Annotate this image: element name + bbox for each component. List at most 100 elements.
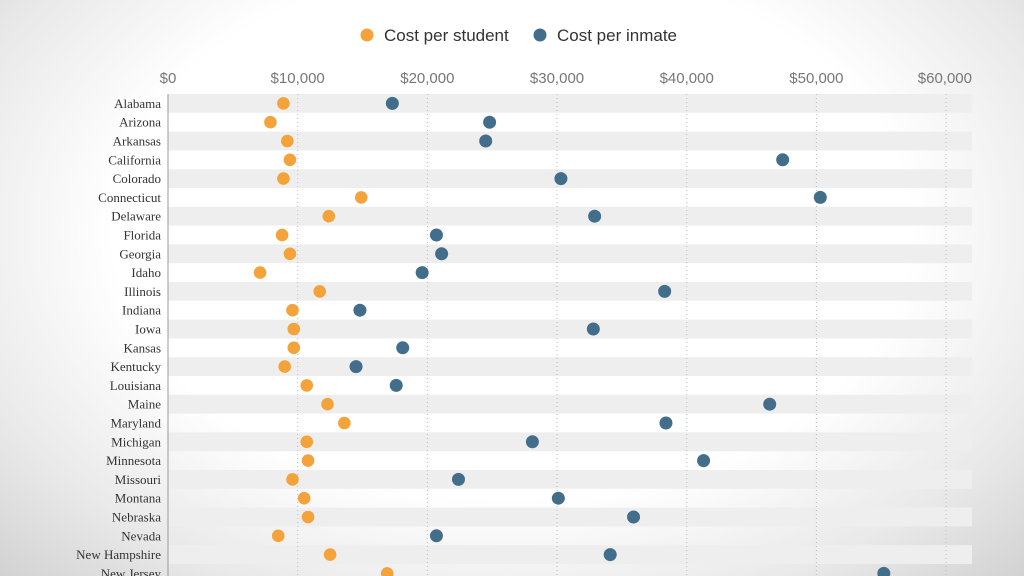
row-band (168, 244, 972, 264)
inmate-cost-point (479, 134, 493, 148)
inmate-cost-point (776, 153, 790, 167)
x-tick-label: $30,000 (530, 70, 584, 87)
inmate-cost-point (763, 397, 777, 411)
student-cost-point (323, 548, 337, 561)
student-cost-point (283, 247, 297, 261)
inmate-cost-point (877, 566, 891, 576)
student-cost-point (277, 172, 290, 185)
student-cost-point (264, 115, 277, 129)
y-tick-label: Michigan (111, 434, 161, 449)
inmate-cost-point (658, 284, 672, 298)
legend-swatch-1 (533, 28, 547, 42)
row-band (168, 432, 972, 452)
student-cost-point (338, 416, 351, 430)
student-cost-point (281, 134, 294, 148)
inmate-cost-point (659, 416, 673, 430)
x-tick-label: $50,000 (789, 70, 843, 87)
y-tick-label: Arkansas (113, 134, 161, 149)
y-tick-label: Florida (123, 228, 161, 243)
inmate-cost-point (554, 172, 568, 186)
student-cost-point (253, 266, 267, 279)
inmate-cost-point (415, 266, 429, 280)
row-band (168, 319, 972, 339)
x-tick-label: $20,000 (400, 70, 454, 87)
y-tick-label: Connecticut (98, 190, 161, 205)
y-tick-label: Maryland (110, 416, 161, 431)
y-tick-label: Kentucky (110, 359, 161, 374)
student-cost-point (287, 322, 301, 336)
inmate-cost-point (451, 472, 465, 486)
y-tick-label: Indiana (122, 303, 161, 318)
inmate-cost-point (525, 435, 539, 449)
inmate-cost-point (483, 115, 497, 129)
legend-label-0: Cost per student (384, 26, 509, 45)
row-band (168, 507, 972, 527)
y-tick-label: Alabama (114, 96, 161, 111)
y-tick-label: Nevada (121, 528, 161, 543)
y-tick-label: New Hampshire (76, 547, 161, 562)
inmate-cost-point (429, 529, 443, 543)
inmate-cost-point (385, 96, 399, 110)
row-band (168, 357, 972, 376)
data-points (253, 96, 891, 576)
student-cost-point (283, 153, 297, 167)
student-cost-point (271, 529, 285, 543)
inmate-cost-point (697, 454, 711, 468)
y-tick-label: New Jersey (101, 566, 162, 576)
y-tick-label: Nebraska (112, 510, 161, 525)
y-tick-label: Minnesota (106, 453, 161, 468)
y-tick-label: California (108, 152, 161, 167)
student-cost-point (286, 473, 299, 486)
y-tick-label: Montana (115, 491, 161, 506)
inmate-cost-point (396, 341, 410, 355)
inmate-cost-point (813, 190, 827, 204)
student-cost-point (313, 285, 327, 298)
row-band (168, 94, 972, 113)
student-cost-point (380, 567, 394, 576)
student-cost-point (286, 303, 299, 317)
row-band (168, 206, 972, 226)
row-band (168, 169, 972, 188)
inmate-cost-point (429, 228, 443, 242)
student-cost-point (322, 209, 336, 223)
x-tick-label: $10,000 (271, 70, 325, 87)
row-bands (168, 94, 972, 564)
x-tick-label: $40,000 (660, 70, 714, 87)
y-tick-label: Missouri (115, 472, 162, 487)
y-tick-label: Maine (128, 397, 161, 412)
inmate-cost-point (435, 247, 449, 261)
y-tick-label: Arizona (119, 115, 161, 130)
legend-swatch-0 (360, 28, 374, 42)
x-tick-label: $0 (160, 70, 177, 87)
student-cost-point (275, 228, 289, 242)
student-cost-point (354, 191, 368, 204)
row-band (168, 394, 972, 414)
x-tick-label: $60,000 (918, 70, 972, 87)
legend: Cost per student Cost per inmate (360, 26, 677, 45)
y-tick-label: Idaho (131, 265, 161, 280)
legend-label-1: Cost per inmate (557, 26, 677, 45)
y-tick-label: Iowa (135, 322, 161, 337)
inmate-cost-point (586, 322, 600, 336)
row-band (168, 545, 972, 564)
inmate-cost-point (349, 360, 363, 374)
y-tick-label: Colorado (113, 171, 161, 186)
student-cost-point (301, 510, 315, 524)
student-cost-point (277, 97, 290, 110)
inmate-cost-point (551, 491, 565, 505)
inmate-cost-point (588, 209, 602, 223)
row-band (168, 131, 972, 151)
inmate-cost-point (627, 510, 641, 524)
student-cost-point (278, 360, 292, 373)
inmate-cost-point (603, 548, 617, 562)
x-axis: $0 $10,000 $20,000 $30,000 $40,000 $50,000 $60… (160, 70, 972, 87)
inmate-cost-point (389, 378, 403, 392)
row-band (168, 470, 972, 489)
student-cost-point (297, 491, 311, 505)
y-tick-label: Georgia (119, 246, 161, 261)
y-axis: Alabama Arizona Arkansas California Colorado… (76, 96, 161, 576)
student-cost-point (301, 454, 315, 467)
y-tick-label: Louisiana (110, 378, 161, 393)
